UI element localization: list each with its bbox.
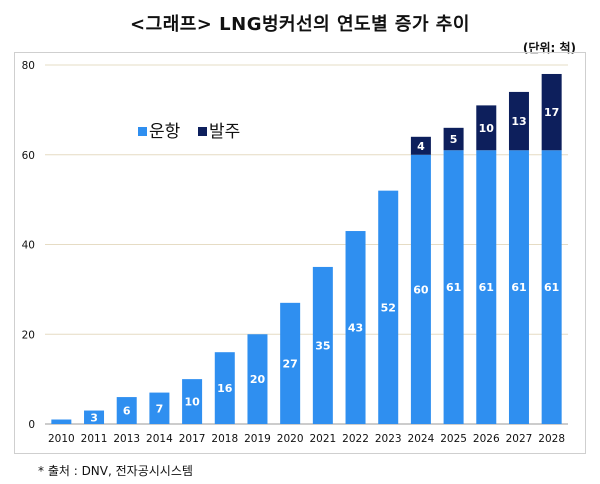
bar-label-ordered: 4 xyxy=(417,140,425,153)
x-tick-label: 2017 xyxy=(179,433,206,445)
bar-label-operating: 3 xyxy=(90,411,98,424)
x-tick-label: 2014 xyxy=(146,433,173,445)
legend-swatch-operating xyxy=(138,127,147,136)
bar-label-ordered: 5 xyxy=(450,133,458,146)
bar-label-operating: 61 xyxy=(446,281,461,294)
bar-ordered xyxy=(443,127,464,151)
bar-label-operating: 61 xyxy=(479,281,494,294)
y-tick-label: 80 xyxy=(22,60,35,72)
x-tick-label: 2024 xyxy=(408,433,435,445)
bar-operating xyxy=(247,334,268,424)
legend-swatch-ordered xyxy=(198,127,207,136)
y-tick-label: 40 xyxy=(22,240,35,252)
x-tick-label: 2013 xyxy=(113,433,140,445)
chart-frame xyxy=(14,52,586,454)
x-tick-label: 2020 xyxy=(277,433,304,445)
bar-operating xyxy=(312,266,333,424)
bar-label-operating: 60 xyxy=(413,283,429,296)
bar-ordered xyxy=(410,136,431,155)
bar-operating xyxy=(410,154,431,424)
bar-label-operating: 10 xyxy=(184,396,200,409)
bar-operating xyxy=(378,190,399,424)
bar-ordered xyxy=(541,73,562,151)
bar-label-operating: 7 xyxy=(156,402,164,415)
bar-label-operating: 16 xyxy=(217,382,233,395)
y-tick-label: 0 xyxy=(28,419,35,431)
bar-label-operating: 52 xyxy=(381,301,396,314)
x-tick-label: 2023 xyxy=(375,433,402,445)
legend-label-operating: 운항 xyxy=(149,122,181,142)
unit-label: (단위: 척) xyxy=(522,41,576,55)
bar-operating xyxy=(51,419,72,424)
y-tick-label: 60 xyxy=(22,150,35,162)
chart-title: <그래프> LNG벙커선의 연도별 증가 추이 xyxy=(130,14,470,35)
x-tick-label: 2021 xyxy=(309,433,336,445)
bar-label-operating: 6 xyxy=(123,405,131,418)
bar-operating xyxy=(214,352,235,424)
legend-label-ordered: 발주 xyxy=(209,122,240,142)
bar-label-operating: 20 xyxy=(250,373,266,386)
bar-label-ordered: 13 xyxy=(511,115,526,128)
bar-label-operating: 61 xyxy=(544,281,559,294)
bar-operating xyxy=(149,392,170,424)
bar-operating xyxy=(84,410,105,424)
bar-ordered xyxy=(508,91,529,151)
x-tick-label: 2025 xyxy=(440,433,467,445)
x-tick-label: 2022 xyxy=(342,433,369,445)
bar-operating xyxy=(476,150,497,424)
bar-label-operating: 61 xyxy=(511,281,526,294)
bar-operating xyxy=(443,150,464,424)
bar-operating xyxy=(116,397,137,424)
bar-label-operating: 35 xyxy=(315,339,330,352)
source-note: * 출처 : DNV, 전자공시시스템 xyxy=(38,464,193,478)
bar-operating xyxy=(182,379,203,424)
x-tick-label: 2027 xyxy=(506,433,533,445)
x-tick-label: 2019 xyxy=(244,433,271,445)
x-tick-label: 2010 xyxy=(48,433,75,445)
bar-label-ordered: 17 xyxy=(544,106,559,119)
bar-operating xyxy=(345,231,366,424)
bar-label-ordered: 10 xyxy=(479,122,495,135)
bar-operating xyxy=(508,150,529,424)
x-tick-label: 2018 xyxy=(211,433,238,445)
bar-label-operating: 27 xyxy=(283,357,298,370)
bar-label-operating: 43 xyxy=(348,322,363,335)
x-tick-label: 2026 xyxy=(473,433,500,445)
bar-operating xyxy=(280,302,301,424)
y-tick-label: 20 xyxy=(22,329,35,341)
x-tick-label: 2011 xyxy=(81,433,108,445)
x-tick-label: 2028 xyxy=(538,433,565,445)
bar-ordered xyxy=(476,105,497,151)
bar-operating xyxy=(541,150,562,424)
